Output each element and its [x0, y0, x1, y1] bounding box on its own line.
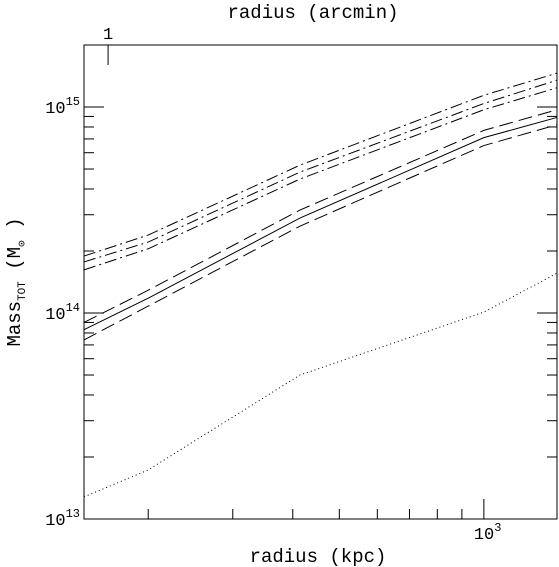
data-line: [83, 116, 558, 331]
data-line: [83, 72, 558, 257]
y-tick-exp: 13: [66, 507, 80, 521]
y-tick-exp: 15: [66, 95, 80, 109]
x2-tick-label: 1: [103, 26, 113, 45]
y-axis-title-part: (M: [4, 247, 26, 270]
x-tick-exp: 3: [494, 521, 501, 535]
plot-frame: [83, 44, 558, 520]
y-tick-label: 1015: [45, 95, 80, 119]
y-axis-title-sub: TOT: [17, 281, 29, 301]
y-axis-title-gap: [4, 229, 26, 240]
y-axis-title: MassTOT (M⊙ ): [4, 217, 29, 346]
y-tick-base: 10: [45, 306, 65, 325]
data-line: [83, 87, 558, 271]
data-line: [83, 109, 558, 323]
y-axis-title-part: Mass: [4, 301, 26, 347]
top-axis-title: radius (arcmin): [227, 2, 398, 24]
y-axis-title-sub: ⊙: [17, 240, 29, 247]
data-line: [83, 79, 558, 263]
y-tick-base: 10: [45, 512, 65, 531]
data-line: [83, 124, 558, 341]
y-tick-exp: 14: [66, 301, 80, 315]
y-tick-label: 1013: [45, 507, 80, 531]
data-line: [83, 272, 558, 498]
y-tick-base: 10: [45, 100, 65, 119]
x-axis-title: radius (kpc): [250, 546, 387, 567]
x-tick-label: 103: [474, 521, 502, 545]
y-axis-title-part: ): [4, 217, 26, 228]
y-axis-title-gap: [4, 270, 26, 281]
x-tick-base: 10: [474, 526, 494, 545]
y-tick-label: 1014: [45, 301, 80, 325]
